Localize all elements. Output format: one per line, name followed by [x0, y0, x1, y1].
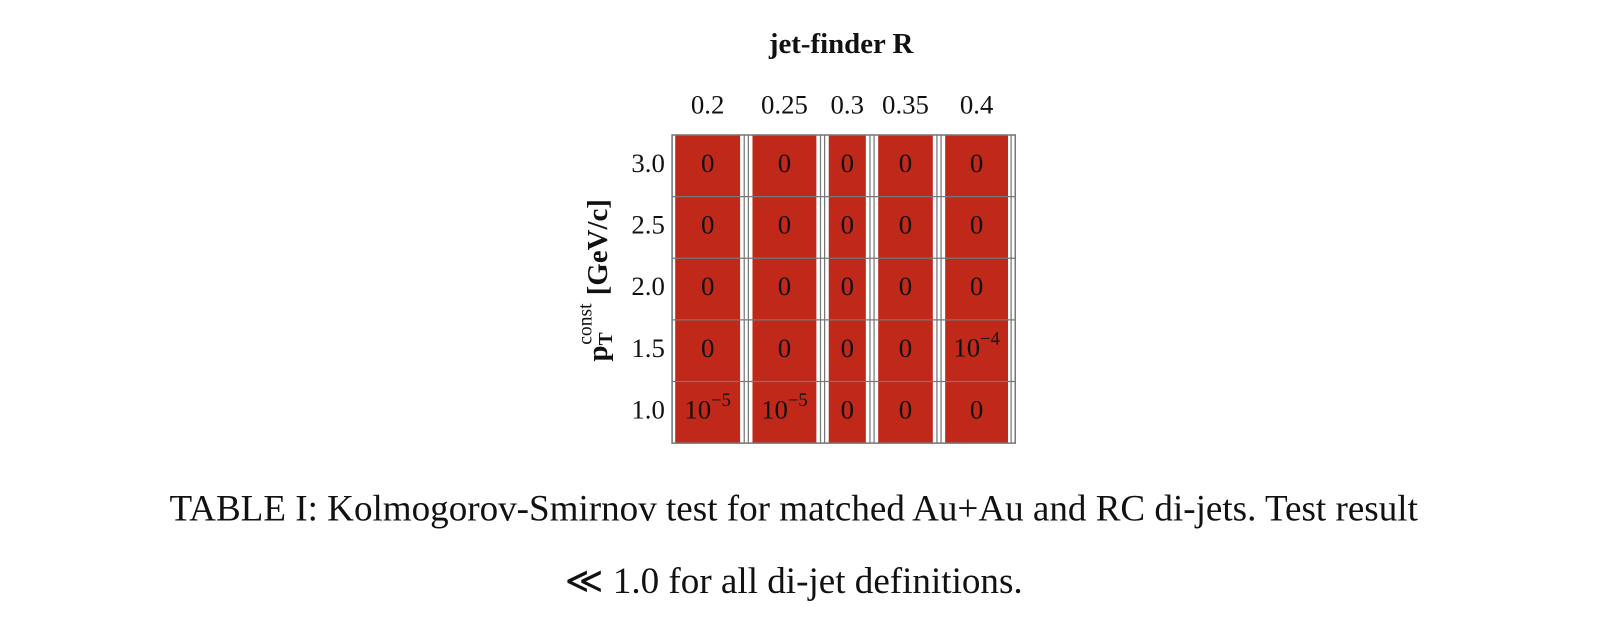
cell: 0	[899, 210, 912, 240]
table-title: jet-finder R	[768, 28, 915, 60]
cell: 0	[778, 210, 791, 240]
cell: 0	[899, 148, 912, 178]
cell: 0	[701, 148, 714, 178]
cell: 0	[701, 333, 714, 363]
cell: 0	[841, 394, 854, 424]
cell-exponent: −5	[788, 390, 808, 411]
cell: 10−4	[953, 329, 1000, 363]
cell-base: 10	[761, 394, 788, 424]
cell-base: 10	[684, 394, 711, 424]
cell: 10−5	[684, 390, 731, 424]
cell: 0	[899, 271, 912, 301]
cell: 0	[701, 210, 714, 240]
cell: 0	[841, 271, 854, 301]
cell: 0	[778, 333, 791, 363]
row-header: 1.5	[631, 333, 664, 363]
label-rest: [GeV/c]	[582, 199, 614, 295]
column-header: 0.25	[761, 89, 808, 119]
row-header: 2.0	[631, 271, 664, 301]
cell-block	[675, 134, 741, 444]
row-header: 2.5	[631, 210, 664, 240]
cell: 0	[841, 210, 854, 240]
column-header: 0.2	[691, 89, 724, 119]
cell: 0	[970, 210, 983, 240]
cell: 0	[970, 271, 983, 301]
cell-base: 10	[953, 333, 980, 363]
cell: 0	[778, 148, 791, 178]
column-header: 0.4	[960, 89, 993, 119]
cell-block	[945, 134, 1009, 444]
cell: 0	[970, 148, 983, 178]
label-sup: const	[576, 303, 597, 345]
cell: 0	[899, 394, 912, 424]
label-main: p	[582, 345, 614, 361]
label-sub: T	[597, 332, 618, 345]
cell-block	[878, 134, 933, 444]
caption-line: ≪ 1.0 for all di-jet definitions.	[565, 561, 1023, 602]
row-header: 3.0	[631, 148, 664, 178]
column-header: 0.3	[831, 89, 864, 119]
row-axis-label: pTconst [GeV/c]	[576, 199, 618, 361]
cell: 0	[778, 271, 791, 301]
cell-exponent: −4	[980, 329, 1000, 350]
cell-block	[752, 134, 817, 444]
table-border	[671, 134, 1017, 444]
cell: 0	[970, 394, 983, 424]
cell-exponent: −5	[711, 390, 731, 411]
row-header: 1.0	[631, 394, 664, 424]
cell: 10−5	[761, 390, 808, 424]
cell: 0	[701, 271, 714, 301]
column-header: 0.35	[882, 89, 929, 119]
caption-line: TABLE I: Kolmogorov-Smirnov test for mat…	[169, 489, 1418, 530]
cell-block	[828, 134, 866, 444]
cell: 0	[841, 148, 854, 178]
cell: 0	[899, 333, 912, 363]
cell: 0	[841, 333, 854, 363]
